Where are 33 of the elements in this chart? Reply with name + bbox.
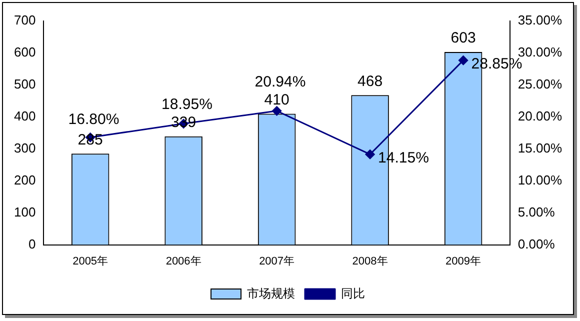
point — [458, 56, 468, 66]
y-tick-label: 400 — [14, 108, 36, 124]
x-tick-label: 2006年 — [166, 255, 202, 268]
data-label: 18.95% — [162, 96, 212, 114]
y-tick-label: 300 — [14, 140, 36, 156]
x-tick-label: 2005年 — [72, 255, 108, 268]
legend-label: 同比 — [341, 286, 365, 300]
y-tick-label: 200 — [14, 172, 36, 188]
y2-tick-label: 10.00% — [518, 172, 562, 188]
y2-tick-label: 30.00% — [518, 44, 562, 60]
y2-tick-label: 35.00% — [518, 12, 562, 28]
y-tick-label: 600 — [14, 44, 36, 60]
legend-label: 市场规模 — [247, 286, 295, 300]
x-tick-label: 2007年 — [259, 255, 295, 268]
point — [365, 150, 375, 160]
y2-tick-label: 5.00% — [518, 204, 556, 220]
data-label: 603 — [450, 30, 476, 47]
point — [272, 106, 282, 116]
data-label: 20.94% — [254, 73, 306, 90]
y2-tick-label: 20.00% — [518, 108, 562, 124]
data-label: 16.80% — [68, 111, 120, 128]
y-tick-label: 700 — [14, 12, 36, 28]
y-tick-label: 0 — [28, 236, 36, 252]
x-tick-label: 2008年 — [352, 255, 388, 268]
y2-tick-label: 0.00% — [518, 236, 556, 252]
data-label: 285 — [78, 131, 103, 148]
y-tick-label: 100 — [14, 204, 36, 220]
y2-tick-label: 15.00% — [518, 140, 562, 156]
data-label: 468 — [358, 72, 383, 90]
y-tick-label: 500 — [14, 76, 36, 92]
data-label: 410 — [264, 91, 290, 108]
y2-tick-label: 25.00% — [518, 76, 562, 92]
x-tick-label: 2009年 — [446, 255, 482, 268]
